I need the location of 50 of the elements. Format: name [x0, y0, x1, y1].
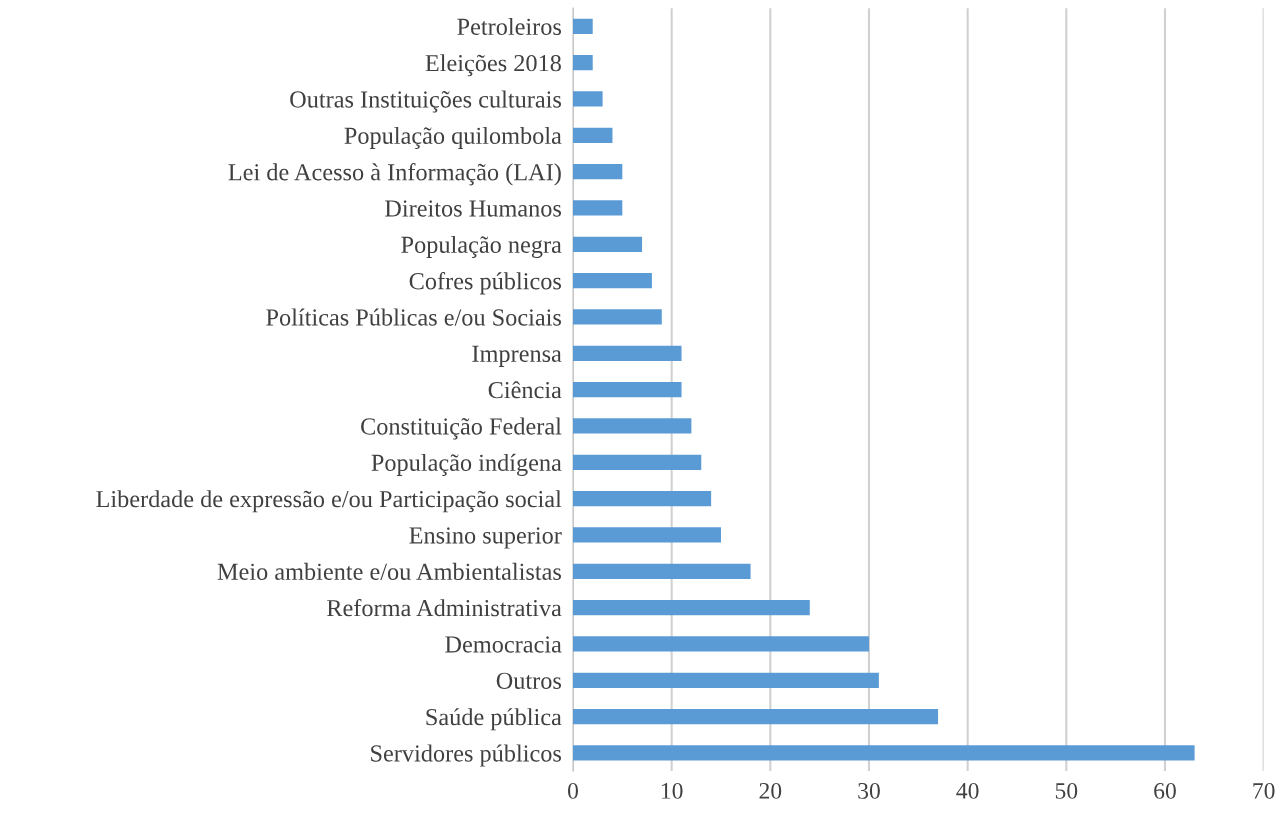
bar — [572, 636, 869, 652]
x-tick-label: 30 — [858, 782, 880, 799]
bar — [572, 563, 751, 579]
bar — [572, 200, 623, 216]
y-tick-label: Servidores públicos — [371, 744, 561, 767]
x-tick-label: 10 — [661, 782, 683, 799]
x-tick-label: 70 — [1253, 782, 1275, 799]
bar — [572, 382, 682, 398]
y-tick-label: Lei de Acesso à Informação (LAI) — [228, 163, 561, 186]
bar — [572, 236, 643, 252]
y-tick-label: População quilombola — [344, 126, 562, 149]
x-tick-label: 40 — [956, 782, 979, 799]
y-tick-label: Políticas Públicas e/ou Sociais — [266, 308, 561, 326]
bar — [572, 708, 939, 725]
bar — [572, 273, 652, 289]
bar — [572, 745, 1195, 761]
y-tick-label: Democracia — [445, 636, 562, 653]
y-tick-label: Ciência — [488, 381, 562, 399]
y-tick-label: População negra — [401, 235, 562, 258]
y-tick-label: Petroleiros — [457, 17, 561, 35]
y-tick-label: Outros — [496, 672, 561, 689]
x-tick-label: 0 — [567, 782, 578, 799]
bar — [572, 91, 603, 107]
bar — [572, 164, 623, 180]
y-tick-label: População indígena — [371, 453, 562, 476]
y-tick-label: Constituição Federal — [361, 417, 562, 440]
bar — [572, 672, 879, 688]
bar — [572, 309, 662, 325]
y-tick-label: Imprensa — [472, 345, 562, 367]
y-tick-label: Direitos Humanos — [385, 200, 561, 217]
bar — [572, 600, 810, 616]
bar — [572, 491, 712, 507]
y-tick-label: Liberdade de expressão e/ou Participação social — [96, 490, 562, 513]
bar — [572, 55, 593, 71]
bar — [572, 345, 682, 361]
x-tick-label: 50 — [1055, 782, 1078, 799]
x-tick-label: 20 — [759, 782, 782, 799]
y-tick-label: Reforma Administrativa — [326, 598, 562, 617]
bar — [572, 418, 692, 434]
y-tick-label: Ensino superior — [409, 527, 562, 549]
y-tick-label: Meio ambiente e/ou Ambientalistas — [217, 562, 561, 580]
bar — [572, 127, 613, 143]
y-tick-label: Saúde pública — [426, 708, 562, 731]
y-tick-label: Eleições 2018 — [425, 54, 561, 77]
y-tick-label: Outras Instituições culturais — [290, 90, 561, 113]
bar — [572, 527, 721, 543]
bar — [572, 454, 702, 470]
y-tick-label: Cofres públicos — [409, 272, 561, 295]
x-tick-label: 60 — [1154, 782, 1176, 799]
bar — [572, 18, 593, 34]
